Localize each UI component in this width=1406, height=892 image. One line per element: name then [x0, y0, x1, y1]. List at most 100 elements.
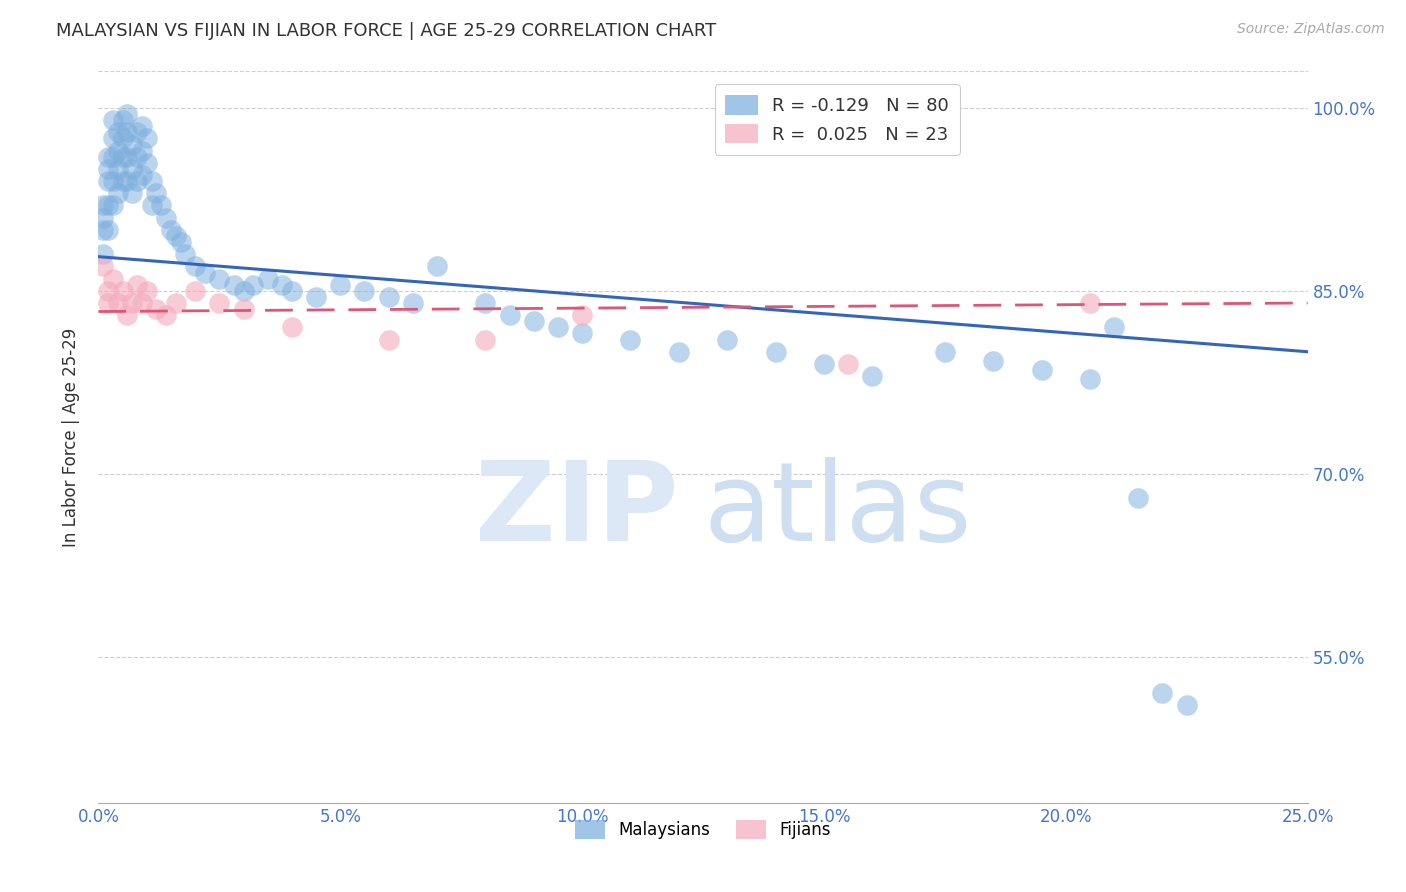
Point	[813, 357, 835, 371]
Point	[111, 174, 134, 188]
Point	[1175, 698, 1198, 713]
Point	[117, 125, 139, 139]
Point	[232, 284, 254, 298]
Point	[111, 284, 134, 298]
Point	[107, 125, 129, 139]
Point	[571, 326, 593, 341]
Point	[184, 284, 207, 298]
Point	[1128, 491, 1150, 505]
Point	[97, 296, 120, 310]
Point	[402, 296, 425, 310]
Point	[523, 314, 546, 328]
Point	[121, 161, 143, 176]
Point	[91, 247, 114, 261]
Point	[1078, 296, 1101, 310]
Point	[91, 211, 114, 225]
Point	[101, 150, 124, 164]
Point	[184, 260, 207, 274]
Point	[121, 296, 143, 310]
Point	[426, 260, 449, 274]
Point	[1078, 371, 1101, 385]
Point	[474, 296, 496, 310]
Point	[668, 344, 690, 359]
Point	[135, 284, 157, 298]
Point	[127, 125, 149, 139]
Point	[474, 333, 496, 347]
Point	[165, 296, 187, 310]
Point	[1152, 686, 1174, 700]
Point	[619, 333, 641, 347]
Point	[222, 277, 245, 292]
Point	[97, 161, 120, 176]
Point	[101, 131, 124, 145]
Point	[169, 235, 191, 249]
Point	[135, 155, 157, 169]
Point	[97, 198, 120, 212]
Point	[271, 277, 294, 292]
Point	[860, 369, 883, 384]
Point	[131, 168, 153, 182]
Point	[121, 137, 143, 152]
Point	[127, 277, 149, 292]
Point	[117, 150, 139, 164]
Point	[377, 290, 399, 304]
Point	[127, 150, 149, 164]
Point	[145, 186, 167, 201]
Point	[1102, 320, 1125, 334]
Text: MALAYSIAN VS FIJIAN IN LABOR FORCE | AGE 25-29 CORRELATION CHART: MALAYSIAN VS FIJIAN IN LABOR FORCE | AGE…	[56, 22, 717, 40]
Text: atlas: atlas	[703, 457, 972, 564]
Text: ZIP: ZIP	[475, 457, 679, 564]
Point	[242, 277, 264, 292]
Point	[101, 113, 124, 128]
Point	[101, 271, 124, 285]
Point	[174, 247, 197, 261]
Point	[194, 266, 217, 280]
Point	[353, 284, 375, 298]
Point	[97, 174, 120, 188]
Point	[111, 113, 134, 128]
Point	[208, 271, 231, 285]
Point	[111, 131, 134, 145]
Point	[232, 302, 254, 317]
Y-axis label: In Labor Force | Age 25-29: In Labor Force | Age 25-29	[62, 327, 80, 547]
Point	[97, 223, 120, 237]
Legend: Malaysians, Fijians: Malaysians, Fijians	[569, 814, 837, 846]
Point	[305, 290, 328, 304]
Point	[131, 296, 153, 310]
Point	[571, 308, 593, 322]
Point	[208, 296, 231, 310]
Point	[97, 150, 120, 164]
Point	[101, 174, 124, 188]
Point	[127, 174, 149, 188]
Point	[281, 320, 304, 334]
Point	[377, 333, 399, 347]
Point	[117, 107, 139, 121]
Point	[117, 174, 139, 188]
Point	[117, 308, 139, 322]
Point	[150, 198, 173, 212]
Point	[101, 198, 124, 212]
Point	[107, 186, 129, 201]
Point	[135, 131, 157, 145]
Point	[107, 144, 129, 158]
Point	[145, 302, 167, 317]
Point	[765, 344, 787, 359]
Point	[91, 198, 114, 212]
Point	[547, 320, 569, 334]
Point	[107, 161, 129, 176]
Point	[111, 150, 134, 164]
Point	[155, 308, 177, 322]
Point	[131, 144, 153, 158]
Point	[131, 120, 153, 134]
Point	[981, 354, 1004, 368]
Point	[329, 277, 352, 292]
Point	[141, 174, 163, 188]
Point	[97, 284, 120, 298]
Point	[91, 223, 114, 237]
Point	[934, 344, 956, 359]
Point	[91, 260, 114, 274]
Point	[160, 223, 183, 237]
Point	[155, 211, 177, 225]
Point	[165, 228, 187, 243]
Point	[716, 333, 738, 347]
